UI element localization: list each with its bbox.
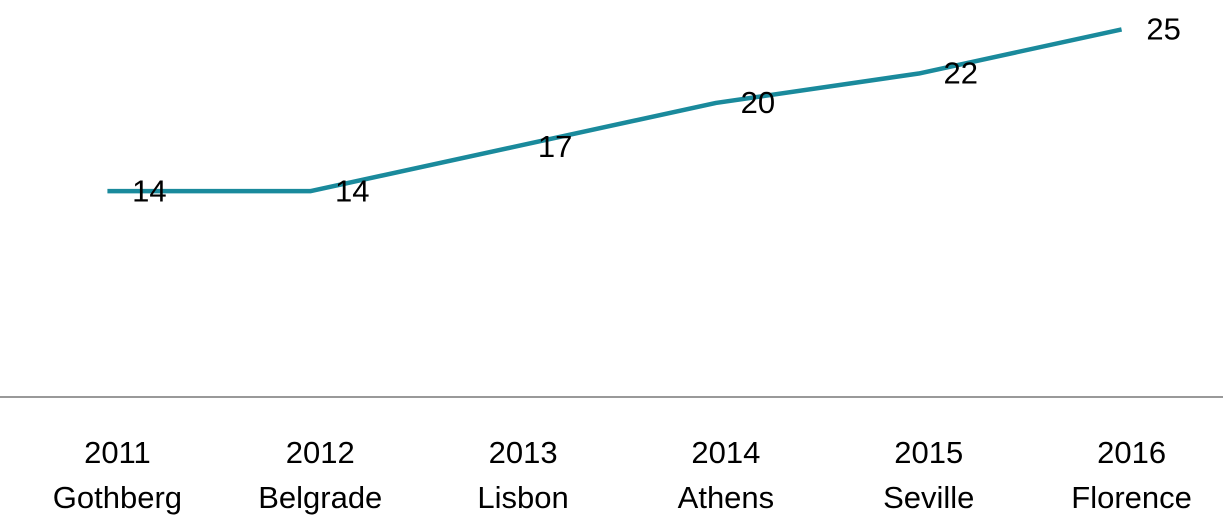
x-tick-label: Gothberg [53, 480, 182, 515]
x-tick-label: Seville [883, 480, 974, 515]
data-label: 25 [1146, 12, 1180, 47]
x-tick-label: Athens [678, 480, 775, 515]
data-label: 20 [741, 85, 775, 120]
data-label: 14 [132, 173, 166, 208]
x-tick-label: Florence [1071, 480, 1192, 515]
x-tick-label: 2013 [489, 435, 558, 470]
x-tick-label: 2014 [691, 435, 760, 470]
line [107, 27, 1123, 194]
data-label: 17 [538, 129, 572, 164]
x-tick-label: 2012 [286, 435, 355, 470]
x-tick-label: Belgrade [258, 480, 382, 515]
x-tick-label: Lisbon [477, 480, 568, 515]
data-label: 22 [944, 56, 978, 91]
x-tick-label: 2011 [84, 435, 151, 470]
data-label: 14 [335, 173, 369, 208]
x-tick-label: 2016 [1097, 435, 1166, 470]
x-tick-label: 2015 [894, 435, 963, 470]
